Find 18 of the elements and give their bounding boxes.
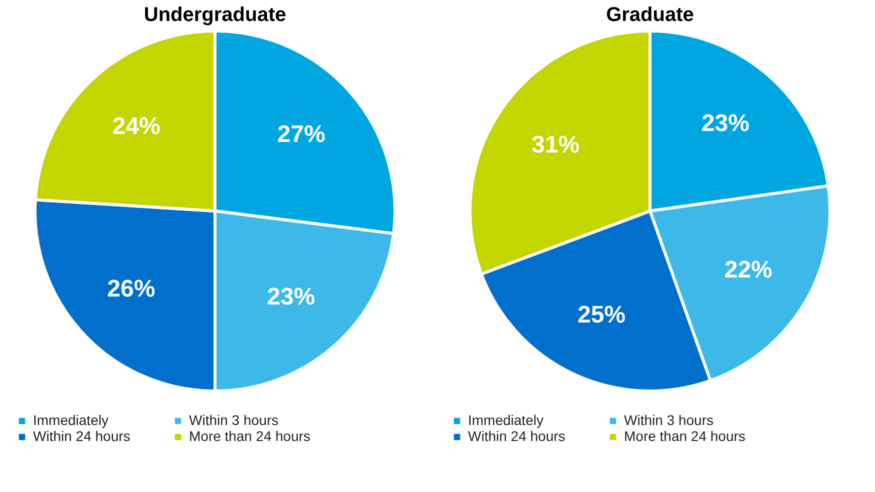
legend-label: Within 24 hours	[33, 428, 130, 444]
legend-label: Within 24 hours	[468, 428, 566, 444]
data-label: 25%	[577, 301, 626, 328]
data-label: 23%	[267, 283, 316, 310]
chart-title: Graduate	[606, 4, 694, 26]
legend-label: Immediately	[468, 412, 544, 428]
data-label: 23%	[701, 110, 750, 138]
chart-title: Undergraduate	[144, 4, 286, 26]
legend-label: Within 3 hours	[189, 412, 278, 428]
legend-label: Within 3 hours	[624, 412, 714, 428]
legend-label: More than 24 hours	[624, 428, 746, 444]
data-label: 22%	[724, 256, 772, 284]
legend-label: Immediately	[33, 412, 108, 428]
data-label: 31%	[531, 131, 580, 158]
legend-label: More than 24 hours	[189, 428, 310, 444]
data-label: 24%	[112, 113, 160, 140]
data-label: 26%	[107, 276, 156, 303]
data-label: 27%	[277, 120, 326, 148]
